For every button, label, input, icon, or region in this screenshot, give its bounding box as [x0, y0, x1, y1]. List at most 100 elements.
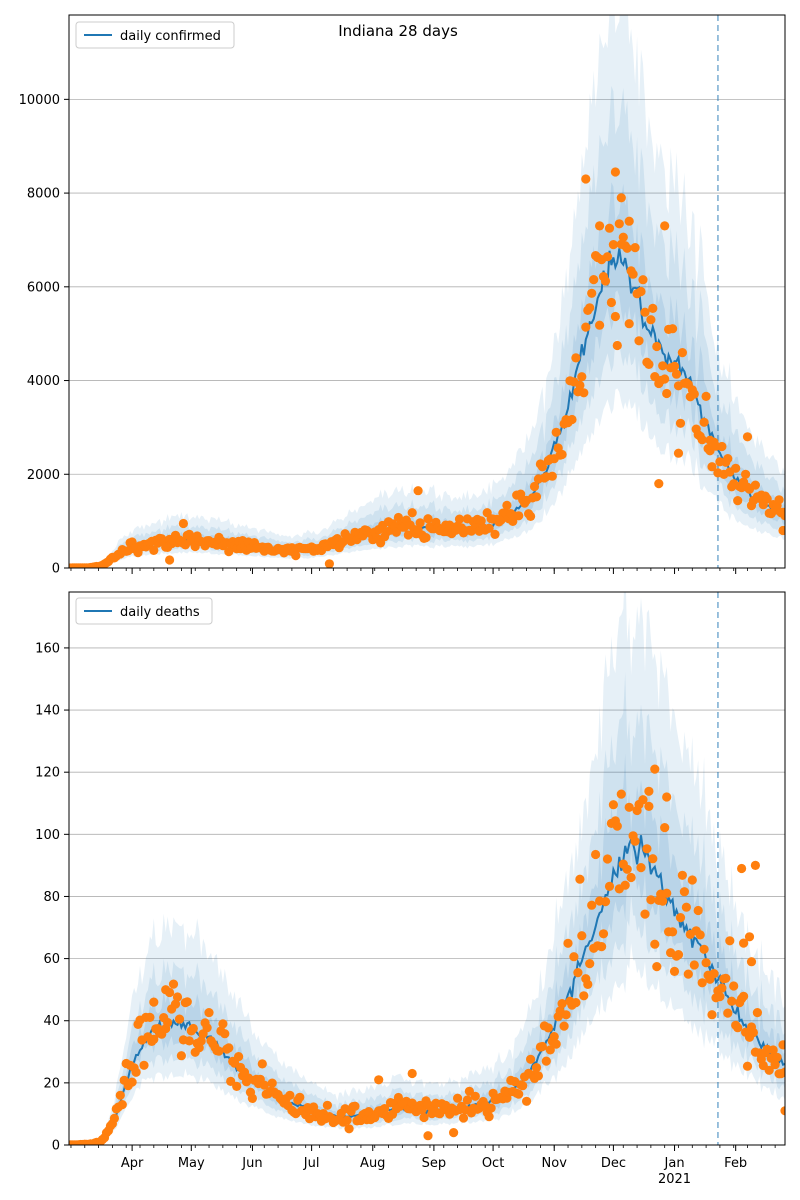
data-point — [616, 193, 626, 203]
data-point — [462, 1095, 472, 1105]
data-point — [693, 905, 703, 916]
data-point — [587, 288, 597, 298]
data-point — [581, 174, 591, 184]
data-point — [458, 1113, 469, 1123]
data-point — [662, 888, 672, 898]
data-point — [220, 1029, 230, 1039]
data-point — [257, 1059, 267, 1069]
data-point — [224, 547, 234, 557]
data-point — [608, 240, 619, 250]
data-point — [557, 999, 567, 1009]
data-point — [673, 950, 684, 960]
data-point — [342, 1115, 352, 1125]
x-axis: Apr May Jun Jul Aug Sep Oct Nov Dec Jan Feb 2021 — [70, 1145, 776, 1187]
data-point — [752, 1008, 763, 1018]
data-point — [725, 936, 735, 946]
data-point — [764, 1065, 774, 1075]
data-point — [744, 932, 755, 942]
data-point — [139, 1060, 149, 1070]
data-point — [729, 981, 739, 991]
data-point — [662, 792, 672, 802]
data-point — [620, 880, 630, 890]
data-point — [486, 1103, 496, 1113]
y-tick-label: 0 — [52, 562, 60, 577]
data-point — [490, 529, 500, 540]
data-point — [559, 1021, 569, 1031]
data-point — [648, 854, 658, 864]
data-point — [202, 1023, 212, 1033]
data-point — [644, 359, 654, 369]
data-point — [626, 872, 636, 883]
uncertainty-bands — [69, 15, 785, 568]
data-point — [600, 276, 611, 286]
data-point — [638, 795, 648, 805]
data-point — [168, 979, 179, 989]
data-point — [391, 527, 401, 537]
data-point — [652, 341, 662, 352]
data-point — [188, 1023, 198, 1034]
data-point — [423, 1131, 433, 1141]
data-point — [419, 1112, 429, 1123]
data-point — [654, 479, 664, 489]
data-point — [624, 802, 634, 812]
data-point — [529, 481, 540, 492]
data-point — [774, 495, 784, 505]
data-point — [218, 1019, 228, 1029]
data-point — [739, 938, 749, 948]
data-point — [616, 789, 626, 799]
data-point — [642, 844, 652, 854]
data-point — [658, 896, 668, 906]
data-point — [551, 427, 561, 437]
data-point — [742, 1061, 753, 1071]
data-point — [585, 959, 595, 969]
data-point — [636, 286, 646, 297]
data-point — [717, 441, 727, 452]
data-point — [232, 1081, 242, 1091]
data-point — [614, 219, 624, 229]
data-point — [677, 870, 688, 880]
data-point — [526, 1054, 536, 1064]
data-point — [579, 388, 589, 398]
data-point — [650, 939, 660, 949]
data-point — [638, 275, 648, 285]
data-point — [575, 874, 585, 884]
data-point — [705, 446, 715, 456]
data-points — [69, 167, 785, 568]
data-point — [723, 454, 733, 464]
data-point — [589, 275, 599, 285]
data-point — [344, 1124, 354, 1134]
y-tick-label: 2000 — [27, 468, 60, 483]
data-point — [668, 927, 678, 937]
x-tick-label: Nov — [542, 1156, 568, 1171]
data-point — [624, 216, 634, 226]
data-point — [648, 303, 658, 313]
data-point — [727, 996, 737, 1006]
data-point — [537, 1041, 548, 1052]
data-point — [531, 1063, 542, 1073]
legend-label: daily deaths — [120, 605, 200, 620]
data-point — [145, 1012, 155, 1023]
data-point — [514, 511, 524, 521]
data-point — [741, 469, 751, 479]
panel-confirmed: 0 2000 4000 6000 8000 10000 daily confirmed — [19, 14, 786, 577]
axis-frame — [68, 591, 786, 1146]
band-outer — [69, 592, 785, 1145]
data-point — [533, 1071, 544, 1081]
data-point — [115, 1090, 125, 1100]
data-point — [324, 559, 334, 568]
data-point — [701, 958, 711, 968]
data-point — [683, 969, 693, 979]
band-inner — [69, 753, 785, 1145]
x-axis — [70, 568, 776, 574]
data-point — [598, 929, 609, 939]
data-point — [581, 322, 591, 332]
data-point — [522, 1096, 532, 1106]
data-point — [612, 821, 622, 831]
data-point — [421, 533, 431, 543]
data-point — [699, 944, 709, 954]
chart-title: Indiana 28 days — [338, 22, 458, 40]
data-point — [606, 297, 617, 308]
data-point — [575, 380, 585, 390]
data-point — [350, 1101, 360, 1111]
x-tick-label: May — [178, 1156, 205, 1171]
